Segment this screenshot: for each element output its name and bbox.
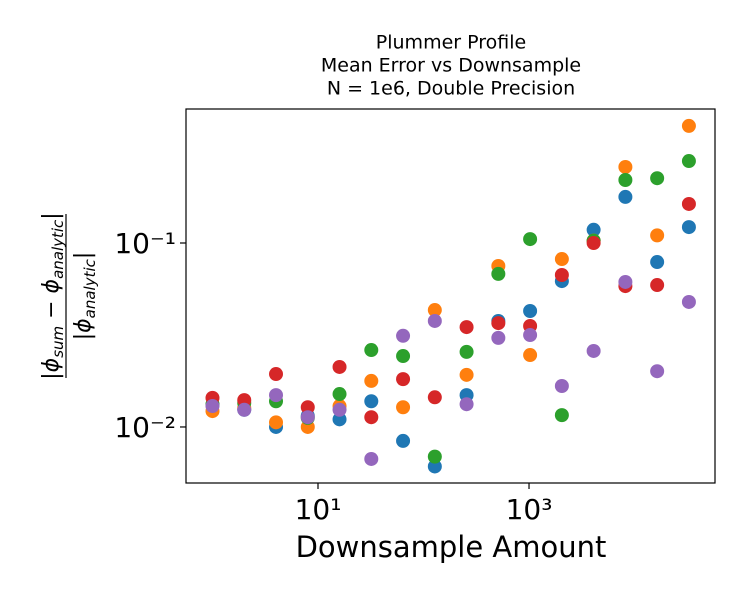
label-part: |ϕ: [39, 358, 64, 380]
scatter-point: [618, 173, 633, 188]
scatter-point: [300, 410, 315, 425]
chart-title: Mean Error vs Downsample: [321, 55, 581, 77]
scatter-point: [681, 220, 696, 235]
scatter-point: [427, 390, 442, 405]
scatter-point: [269, 388, 284, 403]
scatter-point: [427, 303, 442, 318]
y-tick-label: 10⁻²: [114, 411, 176, 444]
scatter-point: [650, 171, 665, 186]
plot-area: [205, 118, 696, 474]
scatter-point: [396, 433, 411, 448]
scatter-point: [586, 235, 601, 250]
scatter-point: [650, 278, 665, 293]
scatter-point: [586, 343, 601, 358]
y-label-numerator: |ϕsum − ϕanalytic|: [39, 212, 67, 379]
scatter-point: [237, 393, 252, 408]
scatter-point: [491, 266, 506, 281]
scatter-point: [523, 303, 538, 318]
scatter-point: [618, 189, 633, 204]
x-axis-label: Downsample Amount: [296, 530, 607, 564]
scatter-point: [650, 364, 665, 379]
scatter-point: [396, 372, 411, 387]
scatter-point: [681, 196, 696, 211]
scatter-point: [364, 394, 379, 409]
scatter-point: [681, 154, 696, 169]
scatter-point: [523, 328, 538, 343]
scatter-point: [459, 344, 474, 359]
x-tick-label: 10¹: [295, 493, 342, 526]
scatter-point: [205, 399, 220, 414]
scatter-point: [396, 400, 411, 415]
scatter-point: [364, 373, 379, 388]
scatter-point: [618, 159, 633, 174]
x-tick-label: 10³: [506, 493, 553, 526]
scatter-point: [459, 367, 474, 382]
scatter-point: [618, 274, 633, 289]
scatter-point: [681, 118, 696, 133]
scatter-point: [332, 412, 347, 427]
scatter-point: [459, 397, 474, 412]
scatter-point: [332, 402, 347, 417]
scatter-point: [523, 348, 538, 363]
y-tick-label: 10⁻¹: [114, 227, 176, 260]
scatter-point: [237, 402, 252, 417]
scatter-point: [650, 255, 665, 270]
scatter-point: [427, 313, 442, 328]
plot-frame: [185, 108, 716, 484]
label-part: − ϕ: [39, 279, 64, 326]
y-axis-label: |ϕsum − ϕanalytic| |ϕanalytic|: [39, 212, 99, 379]
scatter-point: [364, 410, 379, 425]
scatter-point: [332, 387, 347, 402]
scatter-point: [586, 222, 601, 237]
scatter-point: [491, 330, 506, 345]
label-sub: analytic: [49, 219, 67, 279]
scatter-point: [427, 459, 442, 474]
scatter-point: [269, 367, 284, 382]
scatter-point: [554, 379, 569, 394]
chart-title: N = 1e6, Double Precision: [327, 78, 575, 100]
label-part: |: [39, 212, 64, 219]
scatter-point: [396, 328, 411, 343]
scatter-point: [269, 415, 284, 430]
scatter-point: [332, 359, 347, 374]
scatter-point: [554, 267, 569, 282]
scatter-point: [396, 349, 411, 364]
scatter-point: [491, 316, 506, 331]
scatter-point: [554, 252, 569, 267]
scatter-point: [681, 294, 696, 309]
chart-title: Plummer Profile: [376, 32, 526, 54]
label-sub: analytic: [81, 258, 99, 318]
scatter-point: [459, 320, 474, 335]
scatter-point: [427, 449, 442, 464]
label-part: |: [71, 252, 96, 259]
scatter-point: [364, 451, 379, 466]
scatter-point: [554, 408, 569, 423]
scatter-point: [650, 228, 665, 243]
scatter-point: [364, 343, 379, 358]
label-part: |ϕ: [71, 318, 96, 340]
label-sub: sum: [49, 326, 67, 358]
scatter-point: [523, 232, 538, 247]
scatter-point: [300, 400, 315, 415]
y-label-denominator: |ϕanalytic|: [71, 252, 99, 341]
